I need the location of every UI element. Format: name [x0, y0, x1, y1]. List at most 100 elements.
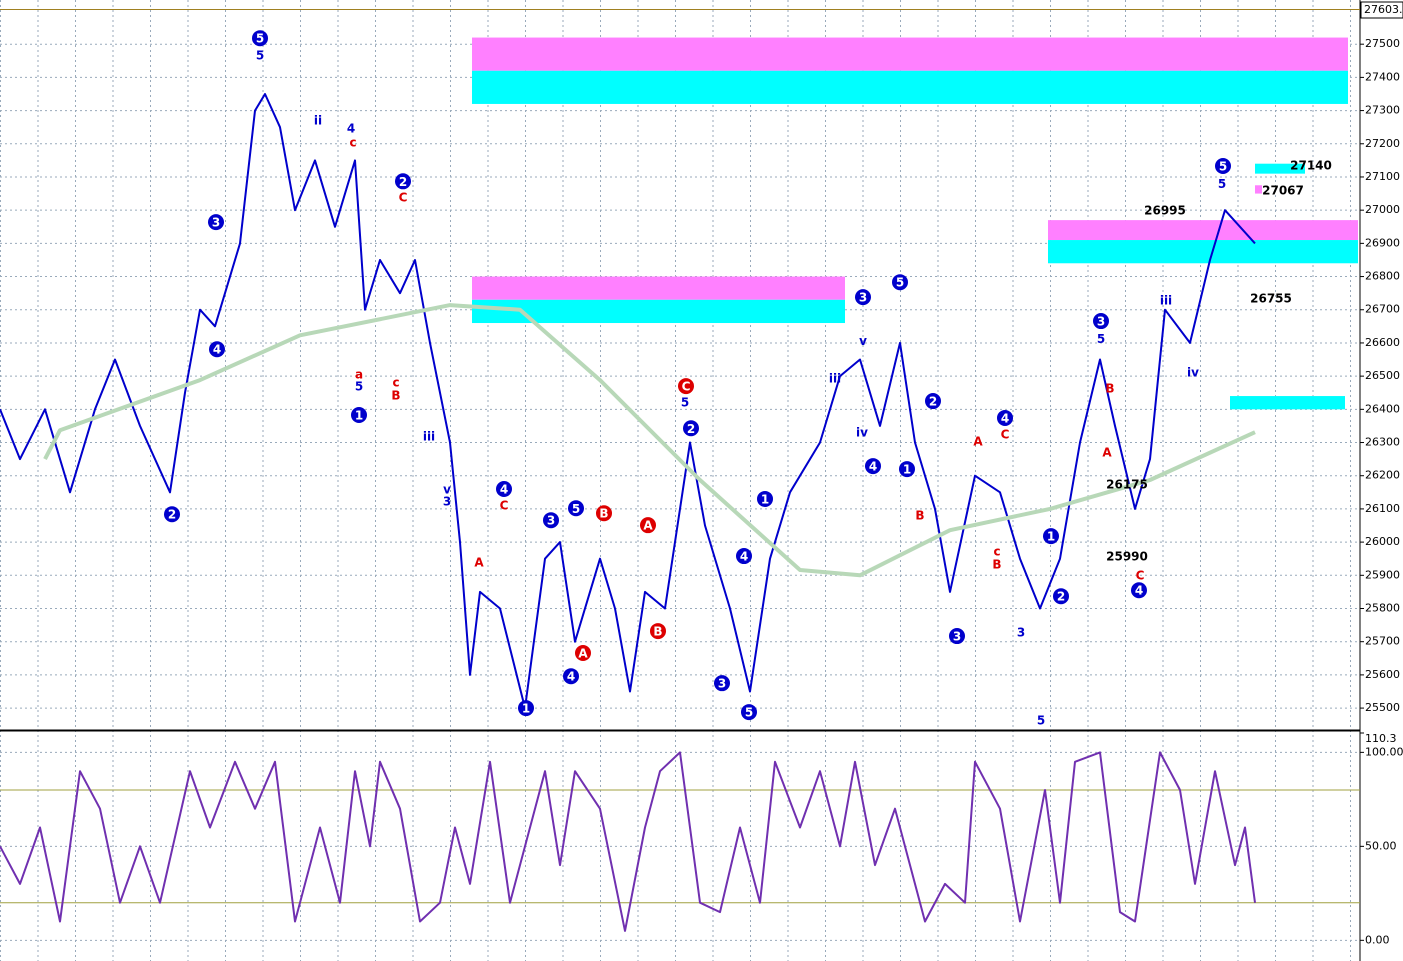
zone [1255, 185, 1262, 194]
wave-label: A [973, 435, 983, 449]
series-line [0, 93, 1256, 710]
wave-marker [563, 668, 579, 685]
wave-label: 1 [1047, 530, 1055, 544]
wave-label: 4 [1001, 411, 1009, 425]
wave-label: 1 [355, 408, 363, 422]
wave-label: 5 [1219, 160, 1227, 174]
vertical-grid [0, 0, 1360, 961]
wave-marker [208, 214, 224, 231]
wave-label: 5 [681, 396, 689, 410]
wave-label: C [399, 191, 408, 205]
y-tick-label: 26700 [1365, 303, 1400, 316]
wave-label: 4 [869, 460, 877, 474]
y-tick-label: 26000 [1365, 535, 1400, 548]
wave-label: 2 [687, 422, 695, 436]
wave-label: iii [829, 372, 841, 386]
wave-marker [395, 173, 411, 190]
wave-marker [596, 505, 612, 522]
wave-label: 27140 [1290, 159, 1332, 173]
y-tick-label: 26400 [1365, 402, 1400, 415]
wave-label: B [599, 507, 608, 521]
y-tick-label: 26600 [1365, 336, 1400, 349]
wave-label: C [1001, 428, 1010, 442]
wave-marker [757, 490, 773, 507]
wave-label: 5 [745, 706, 753, 720]
zone [1230, 396, 1345, 410]
wave-label: 2 [399, 175, 407, 189]
wave-label: 3 [443, 494, 451, 508]
wave-label: C [500, 498, 509, 512]
wave-marker [209, 341, 225, 358]
wave-label: 3 [212, 216, 220, 230]
wave-marker [925, 393, 941, 410]
wave-label: 26175 [1106, 478, 1148, 492]
wave-label: 3 [1097, 315, 1105, 329]
wave-label: 5 [256, 32, 264, 46]
wave-marker [714, 675, 730, 692]
wave-label: 2 [1057, 590, 1065, 604]
wave-label: c [993, 545, 1000, 559]
wave-label: c [349, 136, 356, 150]
y-tick-label: 27500 [1365, 37, 1400, 50]
wave-marker [252, 30, 268, 47]
wave-label: C [682, 380, 691, 394]
wave-label: 5 [896, 276, 904, 290]
zone [472, 37, 1348, 71]
wave-label: c [392, 376, 399, 390]
wave-label: A [578, 646, 588, 660]
zone [1048, 240, 1358, 264]
y-tick-label: 27300 [1365, 104, 1400, 117]
wave-label: 2 [929, 395, 937, 409]
wave-marker [351, 406, 367, 423]
wave-label: B [1105, 382, 1114, 396]
wave-marker [543, 512, 559, 529]
wave-label: ii [314, 114, 322, 128]
y-tick-label: 25600 [1365, 668, 1400, 681]
wave-label: 5 [1097, 332, 1105, 346]
y-tick-label: 27400 [1365, 70, 1400, 83]
last-price-box [1360, 1, 1403, 19]
wave-label: 3 [953, 630, 961, 644]
wave-marker [855, 289, 871, 306]
wave-label: iii [423, 430, 435, 444]
zone [472, 70, 1348, 104]
y-tick-label: 25800 [1365, 601, 1400, 614]
series-line [0, 751, 1256, 932]
wave-label: 5 [1218, 177, 1226, 191]
wave-marker [892, 274, 908, 291]
wave-label: 25990 [1106, 550, 1148, 564]
y-tick-label: 25900 [1365, 568, 1400, 581]
wave-marker [164, 506, 180, 523]
wave-marker [1215, 158, 1231, 175]
wave-label: 4 [740, 550, 748, 564]
y-tick-label: 50.00 [1365, 839, 1397, 852]
y-tick-label: 27000 [1365, 203, 1400, 216]
wave-marker [736, 548, 752, 565]
wave-label: 4 [347, 122, 355, 136]
y-tick-label: 0.00 [1365, 933, 1390, 946]
wave-label: 4 [567, 670, 575, 684]
wave-marker [997, 409, 1013, 426]
axis-background [1360, 0, 1403, 961]
wave-marker [741, 704, 757, 721]
wave-label: A [643, 519, 653, 533]
wave-label: 26995 [1144, 204, 1186, 218]
wave-label: 3 [718, 677, 726, 691]
wave-label: 1 [903, 463, 911, 477]
wave-label: 4 [500, 482, 508, 496]
wave-marker [865, 458, 881, 475]
y-tick-label: 26900 [1365, 236, 1400, 249]
y-tick-label: 26100 [1365, 502, 1400, 515]
wave-label: 4 [213, 343, 221, 357]
wave-label: 5 [355, 380, 363, 394]
y-tick-label: 27100 [1365, 170, 1400, 183]
y-tick-label: 100.00 [1365, 745, 1403, 758]
wave-label: 3 [859, 291, 867, 305]
wave-label: v [443, 482, 451, 496]
wave-marker [1131, 582, 1147, 599]
y-tick-label: 26500 [1365, 369, 1400, 382]
wave-marker [496, 480, 512, 497]
wave-label: 5 [1037, 714, 1045, 728]
wave-label: B [653, 625, 662, 639]
